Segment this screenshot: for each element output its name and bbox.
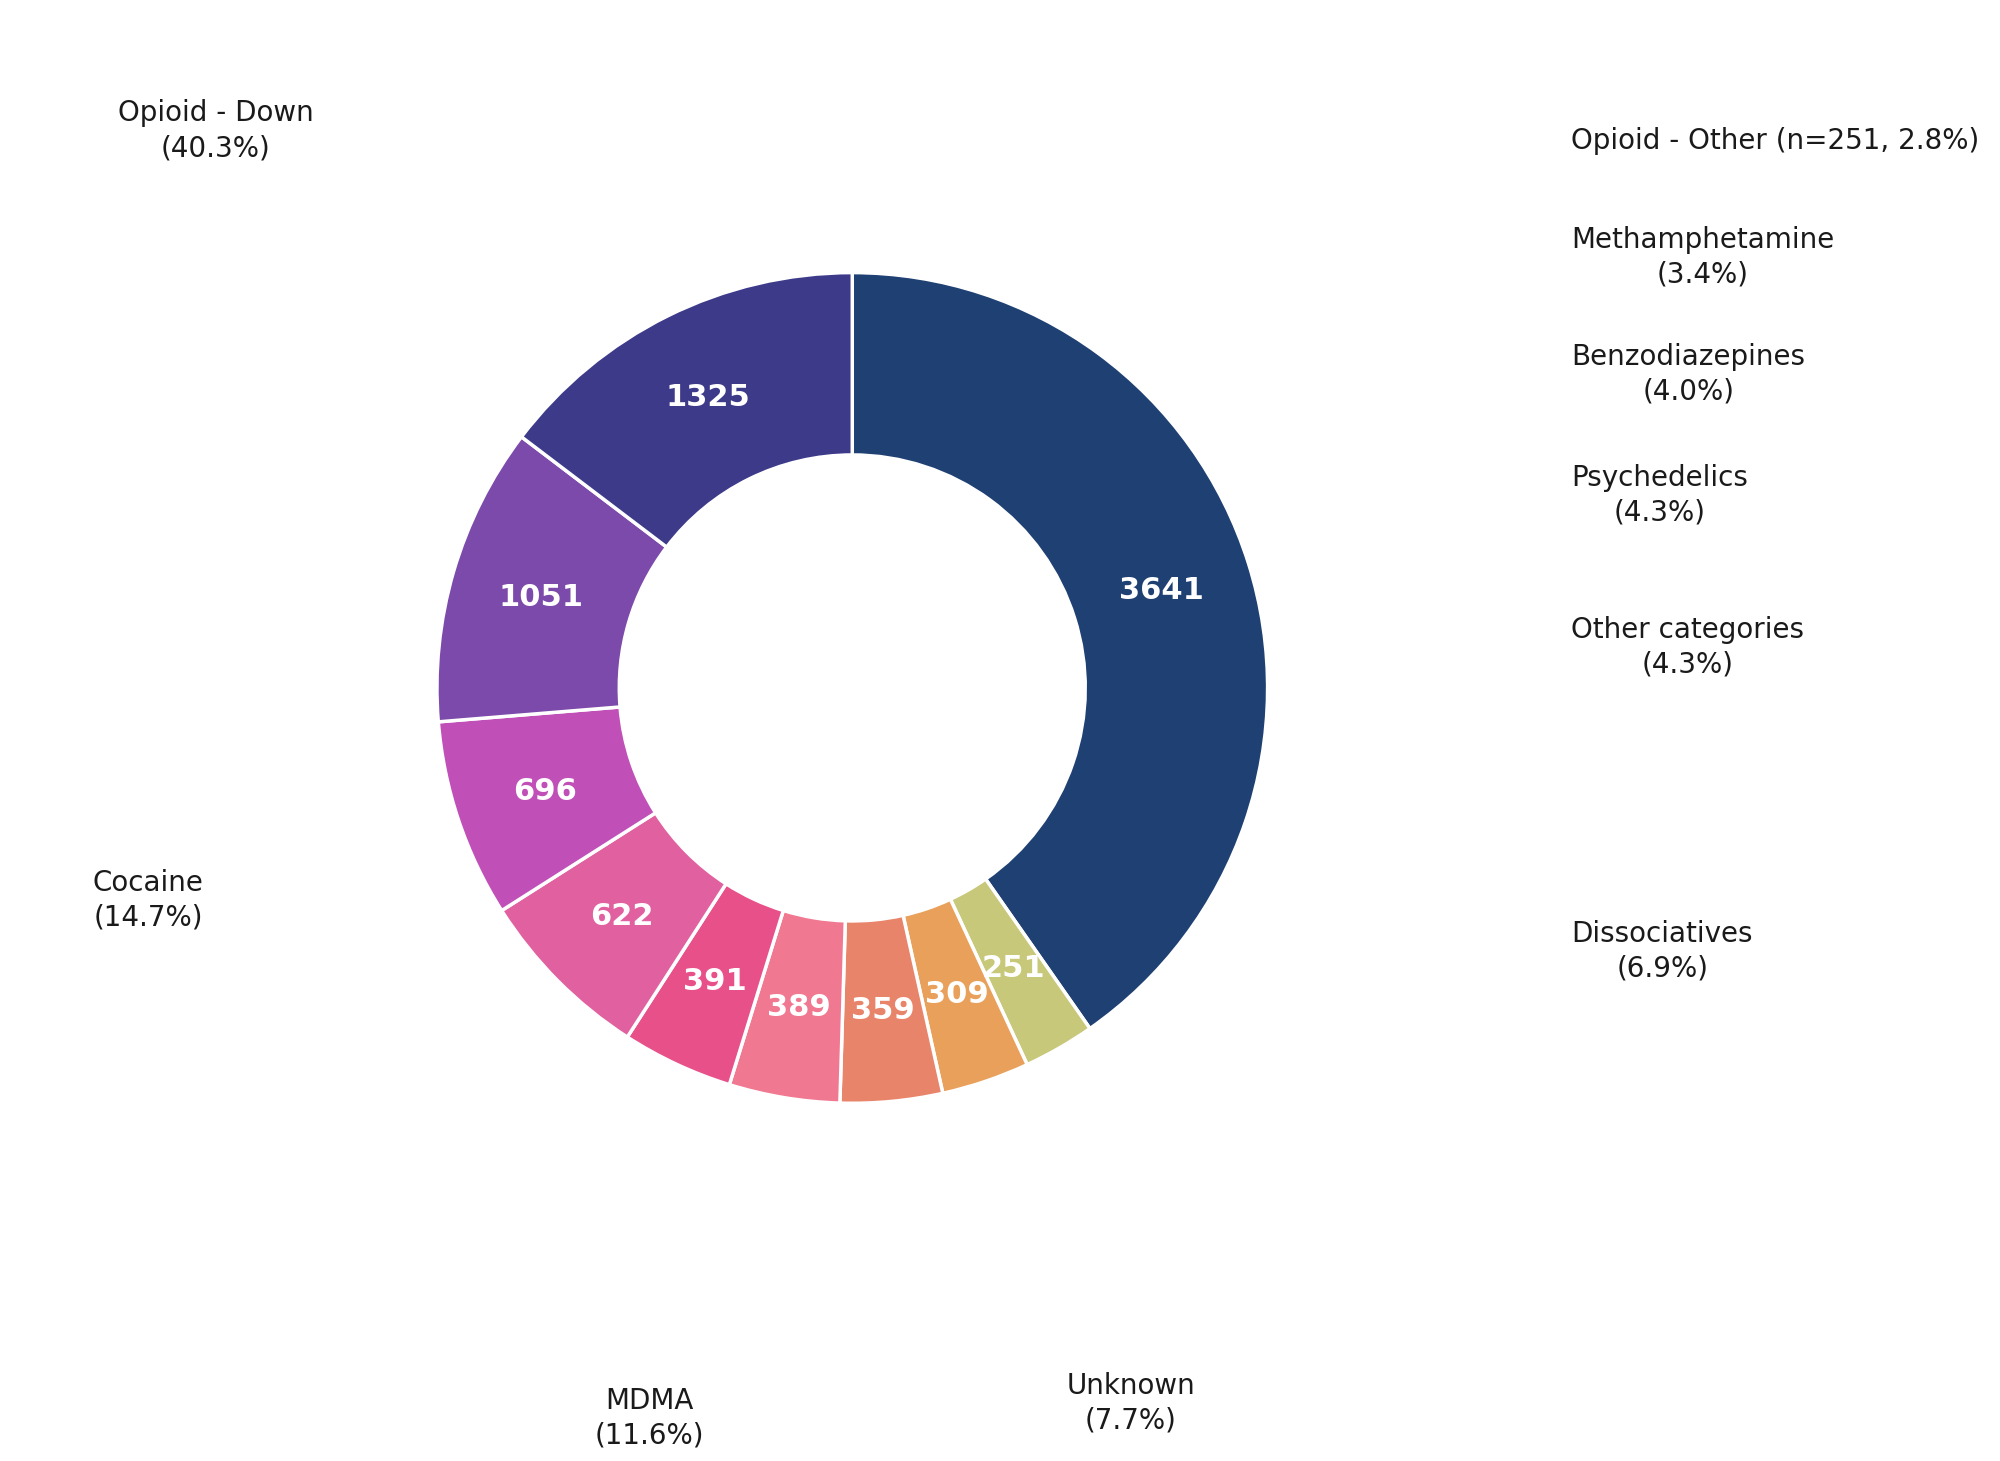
Circle shape [620, 454, 1086, 920]
Wedge shape [730, 910, 846, 1103]
Text: 3641: 3641 [1120, 576, 1204, 605]
Text: Cocaine
(14.7%): Cocaine (14.7%) [92, 869, 204, 932]
Text: 1051: 1051 [498, 583, 584, 612]
Text: 1325: 1325 [666, 383, 750, 412]
Wedge shape [628, 884, 784, 1084]
Text: Psychedelics
(4.3%): Psychedelics (4.3%) [1572, 465, 1748, 527]
Text: 309: 309 [924, 980, 988, 1010]
Wedge shape [840, 916, 942, 1103]
Wedge shape [904, 900, 1028, 1093]
Text: 696: 696 [514, 777, 576, 805]
Wedge shape [436, 437, 666, 722]
Text: Opioid - Other (n=251, 2.8%): Opioid - Other (n=251, 2.8%) [1572, 127, 1980, 155]
Wedge shape [852, 273, 1268, 1029]
Text: Benzodiazepines
(4.0%): Benzodiazepines (4.0%) [1572, 343, 1806, 405]
Text: Dissociatives
(6.9%): Dissociatives (6.9%) [1572, 920, 1752, 983]
Text: Unknown
(7.7%): Unknown (7.7%) [1066, 1372, 1196, 1435]
Wedge shape [438, 707, 656, 910]
Wedge shape [502, 812, 726, 1037]
Wedge shape [950, 880, 1090, 1065]
Text: MDMA
(11.6%): MDMA (11.6%) [594, 1386, 704, 1449]
Text: Opioid - Down
(40.3%): Opioid - Down (40.3%) [118, 99, 314, 162]
Text: 391: 391 [684, 967, 748, 996]
Text: 622: 622 [590, 901, 654, 931]
Text: Other categories
(4.3%): Other categories (4.3%) [1572, 617, 1804, 679]
Text: Methamphetamine
(3.4%): Methamphetamine (3.4%) [1572, 226, 1834, 289]
Text: 359: 359 [852, 996, 914, 1026]
Text: 389: 389 [768, 993, 830, 1023]
Text: 251: 251 [982, 954, 1046, 983]
Wedge shape [522, 273, 852, 546]
